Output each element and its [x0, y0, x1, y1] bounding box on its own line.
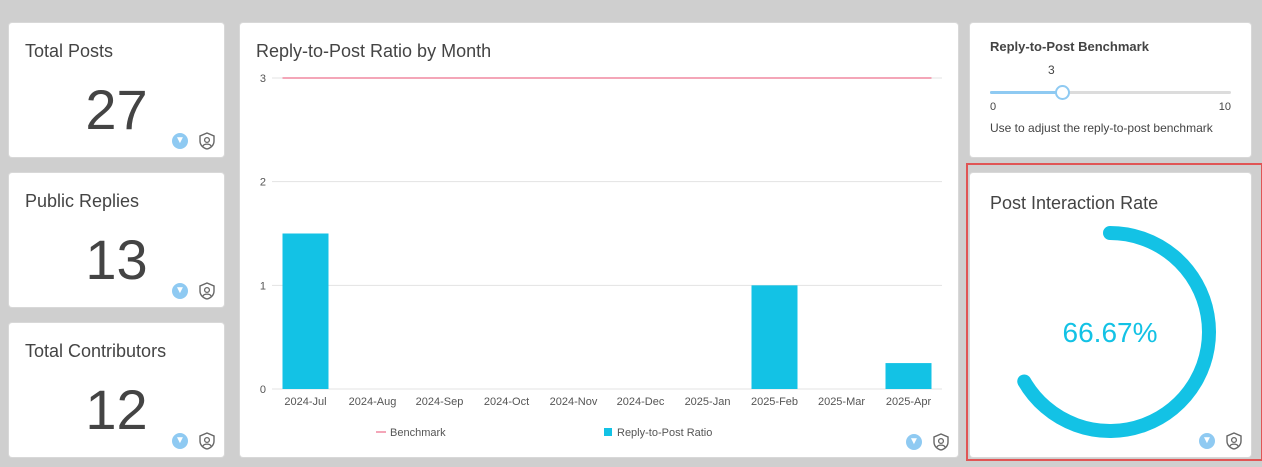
shield-user-icon[interactable] [1225, 432, 1243, 450]
legend-ratio-label: Reply-to-Post Ratio [617, 427, 712, 439]
benchmark-title: Reply-to-Post Benchmark [990, 39, 1149, 54]
benchmark-card: Reply-to-Post Benchmark 3 0 10 Use to ad… [970, 23, 1251, 157]
bar[interactable] [282, 233, 329, 390]
x-tick-label: 2024-Aug [349, 396, 397, 408]
kpi-card-total-posts: Total Posts 27 ▼ [9, 23, 224, 157]
x-tick-label: 2025-Apr [886, 396, 932, 408]
slider-fill [990, 91, 1063, 94]
y-tick-label: 3 [260, 73, 266, 85]
selection-highlight [966, 163, 1262, 461]
x-tick-label: 2024-Sep [416, 396, 464, 408]
y-tick-label: 1 [260, 280, 266, 292]
x-tick-label: 2025-Mar [818, 396, 865, 408]
y-tick-label: 2 [260, 177, 266, 189]
y-tick-label: 0 [260, 384, 266, 396]
slider-thumb[interactable] [1055, 85, 1071, 100]
filter-icon[interactable]: ▼ [172, 283, 188, 299]
filter-icon[interactable]: ▼ [906, 434, 922, 450]
chart-title: Reply-to-Post Ratio by Month [256, 41, 492, 61]
filter-icon[interactable]: ▼ [172, 433, 188, 449]
donut-gauge: 66.67% [1017, 226, 1216, 438]
kpi-value: 12 [85, 378, 148, 441]
bar[interactable] [751, 285, 798, 389]
filter-icon[interactable]: ▼ [172, 133, 188, 149]
kpi-card-total-contributors: Total Contributors 12 ▼ [9, 323, 224, 457]
x-tick-label: 2024-Nov [550, 396, 598, 408]
shield-user-icon[interactable] [198, 282, 216, 300]
x-tick-label: 2025-Feb [751, 396, 798, 408]
gauge-card: Post Interaction Rate 66.67% ▼ [970, 173, 1251, 457]
bar-chart: 0 1 2 3 2024-Jul 2024-Aug 2024-Sep 2024-Oct 2024… [260, 73, 942, 439]
kpi-card-public-replies: Public Replies 13 ▼ [9, 173, 224, 307]
x-tick-label: 2024-Dec [617, 396, 665, 408]
benchmark-value: 3 [1048, 63, 1055, 77]
gauge-title: Post Interaction Rate [990, 193, 1159, 213]
benchmark-slider[interactable] [990, 85, 1231, 100]
legend-ratio-swatch [604, 428, 612, 436]
filter-icon[interactable]: ▼ [1199, 433, 1215, 449]
x-tick-label: 2024-Oct [484, 396, 529, 408]
x-tick-label: 2024-Jul [284, 396, 326, 408]
kpi-title: Total Posts [25, 41, 114, 61]
chart-card: Reply-to-Post Ratio by Month 0 1 2 3 2024-Ju… [240, 23, 958, 457]
shield-user-icon[interactable] [198, 132, 216, 150]
kpi-title: Total Contributors [25, 341, 167, 361]
shield-user-icon[interactable] [198, 432, 216, 450]
kpi-value: 27 [85, 78, 148, 141]
gauge-arc [1017, 226, 1216, 438]
shield-user-icon[interactable] [932, 433, 950, 451]
slider-max-label: 10 [1218, 101, 1231, 113]
legend-benchmark-label: Benchmark [390, 427, 446, 439]
gauge-value: 66.67% [1063, 317, 1158, 348]
kpi-title: Public Replies [25, 191, 140, 211]
x-tick-label: 2025-Jan [685, 396, 731, 408]
slider-min-label: 0 [990, 101, 997, 113]
kpi-value: 13 [85, 228, 148, 291]
benchmark-help-text: Use to adjust the reply-to-post benchmar… [990, 121, 1213, 135]
bar[interactable] [885, 363, 932, 389]
